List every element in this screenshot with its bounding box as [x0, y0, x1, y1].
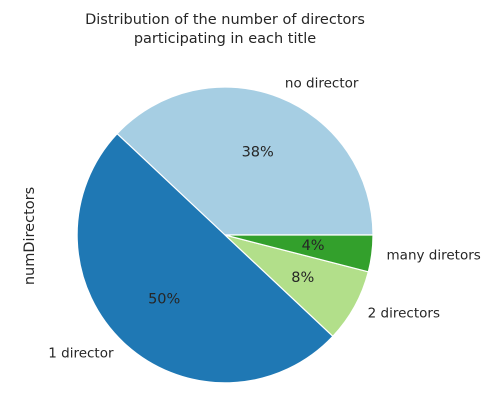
- pie-slices: [76, 86, 374, 384]
- pie-pct-label-1-director: 50%: [148, 292, 180, 308]
- chart-title-line-1: Distribution of the number of directors: [85, 12, 365, 28]
- pie-slice-many-diretors: [224, 234, 374, 273]
- pie-slice-1-director: [76, 132, 334, 384]
- pie-category-label-no-director: no director: [285, 76, 359, 92]
- pie-pct-label-2-directors: 8%: [291, 270, 314, 286]
- chart-title-line-2: participating in each title: [134, 31, 316, 47]
- pie-category-label-many-diretors: many diretors: [387, 247, 481, 263]
- pie-slice-no-director: [116, 86, 374, 236]
- pie-labels: 38% no director 50% 1 director 8% 2 directors…: [48, 76, 481, 362]
- chart-ylabel: numDirectors: [22, 187, 38, 285]
- pie-pct-label-many-diretors: 4%: [302, 238, 325, 254]
- pie-category-label-2-directors: 2 directors: [368, 305, 440, 321]
- pie-category-label-1-director: 1 director: [48, 346, 114, 362]
- pie-pct-label-no-director: 38%: [242, 144, 274, 160]
